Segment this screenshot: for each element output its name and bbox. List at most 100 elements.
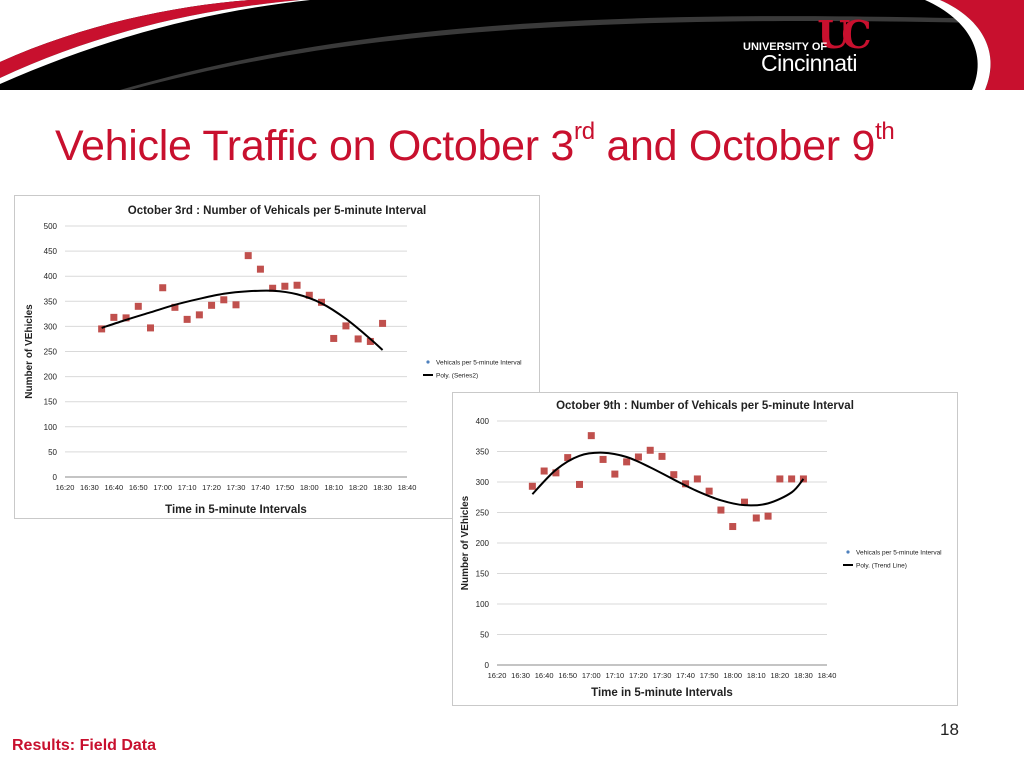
legend-entry: Poly. (Trend Line) — [856, 563, 907, 570]
x-tick-label: 16:20 — [488, 671, 507, 680]
y-tick-label: 350 — [44, 297, 58, 306]
data-point — [540, 467, 548, 475]
data-point — [159, 284, 167, 292]
data-point — [305, 291, 313, 299]
x-tick-label: 18:00 — [300, 483, 319, 492]
data-point — [705, 487, 713, 495]
data-point — [281, 282, 289, 290]
x-tick-label: 18:40 — [818, 671, 837, 680]
data-point — [171, 303, 179, 311]
data-point — [634, 453, 642, 461]
data-point — [587, 432, 595, 440]
data-point — [195, 311, 203, 319]
data-point — [752, 514, 760, 522]
y-tick-label: 400 — [44, 272, 58, 281]
data-point — [764, 512, 772, 520]
legend-entry: Vehicals per 5-minute Interval — [856, 550, 942, 557]
y-tick-label: 150 — [476, 570, 490, 579]
x-tick-label: 17:00 — [582, 671, 601, 680]
x-tick-label: 17:20 — [202, 483, 221, 492]
data-point — [269, 284, 277, 292]
data-point — [122, 314, 130, 322]
x-tick-label: 18:30 — [794, 671, 813, 680]
data-point — [599, 455, 607, 463]
x-tick-label: 18:20 — [349, 483, 368, 492]
slide-title: Vehicle Traffic on October 3rd and Octob… — [55, 118, 895, 171]
title-main: Vehicle Traffic on October 3 — [55, 122, 575, 170]
data-point — [564, 454, 572, 462]
y-tick-label: 300 — [476, 478, 490, 487]
data-point — [354, 335, 362, 343]
data-point — [528, 482, 536, 490]
y-tick-label: 250 — [476, 509, 490, 518]
y-tick-label: 450 — [44, 247, 58, 256]
x-tick-label: 17:30 — [227, 483, 246, 492]
legend-entry: Poly. (Series2) — [436, 373, 478, 380]
y-tick-label: 350 — [476, 448, 490, 457]
y-tick-label: 100 — [44, 423, 58, 432]
x-tick-label: 16:40 — [104, 483, 123, 492]
data-point — [741, 498, 748, 506]
data-point — [244, 252, 252, 260]
title-sup-rd: rd — [574, 118, 595, 145]
x-tick-label: 18:40 — [398, 483, 417, 492]
x-tick-label: 16:50 — [129, 483, 148, 492]
x-tick-label: 17:20 — [629, 671, 648, 680]
y-tick-label: 300 — [44, 322, 58, 331]
chart-title: October 9th : Number of Vehicals per 5-m… — [556, 400, 854, 412]
data-point — [646, 446, 654, 454]
x-tick-label: 18:30 — [373, 483, 392, 492]
x-tick-label: 17:10 — [178, 483, 197, 492]
data-point — [366, 337, 374, 345]
y-tick-label: 50 — [480, 631, 489, 640]
y-tick-label: 500 — [44, 222, 58, 231]
y-tick-label: 0 — [485, 661, 490, 670]
x-tick-label: 17:40 — [251, 483, 270, 492]
x-tick-label: 18:00 — [723, 671, 742, 680]
x-axis-label: Time in 5-minute Intervals — [165, 504, 307, 516]
legend-entry: Vehicals per 5-minute Interval — [436, 360, 522, 367]
x-tick-label: 17:50 — [275, 483, 294, 492]
x-tick-label: 18:10 — [324, 483, 343, 492]
x-tick-label: 18:20 — [770, 671, 789, 680]
y-axis-label: Number of VEhicles — [24, 304, 35, 399]
x-tick-label: 16:30 — [80, 483, 99, 492]
x-tick-label: 16:40 — [535, 671, 554, 680]
data-point — [256, 265, 264, 273]
october-9-chart: October 9th : Number of Vehicals per 5-m… — [452, 392, 958, 706]
data-point — [729, 523, 737, 531]
data-point — [776, 475, 784, 483]
x-axis-label: Time in 5-minute Intervals — [591, 687, 733, 699]
data-point — [623, 458, 631, 466]
y-tick-label: 200 — [476, 539, 490, 548]
title-sup-th: th — [875, 118, 895, 145]
x-tick-label: 17:00 — [153, 483, 172, 492]
title-mid: and October 9 — [594, 122, 876, 170]
data-point — [693, 475, 701, 483]
data-point — [717, 506, 725, 514]
data-point — [552, 469, 560, 477]
data-point — [379, 319, 387, 327]
data-point — [147, 324, 154, 332]
y-tick-label: 100 — [476, 600, 490, 609]
y-tick-label: 200 — [44, 373, 58, 382]
data-point — [98, 325, 106, 333]
y-tick-label: 400 — [476, 417, 490, 426]
y-tick-label: 150 — [44, 398, 58, 407]
x-tick-label: 16:50 — [558, 671, 577, 680]
data-point — [110, 313, 118, 321]
y-tick-label: 50 — [48, 448, 57, 457]
data-point — [330, 334, 338, 342]
data-point — [232, 301, 240, 309]
x-tick-label: 17:40 — [676, 671, 695, 680]
x-tick-label: 18:10 — [747, 671, 766, 680]
university-logo: UC UNIVERSITY OF Cincinnati — [743, 12, 879, 76]
data-point — [342, 322, 350, 330]
data-point — [576, 480, 583, 488]
page-number: 18 — [940, 720, 959, 739]
data-point — [658, 452, 666, 460]
x-tick-label: 16:30 — [511, 671, 530, 680]
footer-section-label: Results: Field Data — [12, 737, 157, 754]
x-tick-label: 17:10 — [605, 671, 624, 680]
data-point — [208, 301, 216, 309]
